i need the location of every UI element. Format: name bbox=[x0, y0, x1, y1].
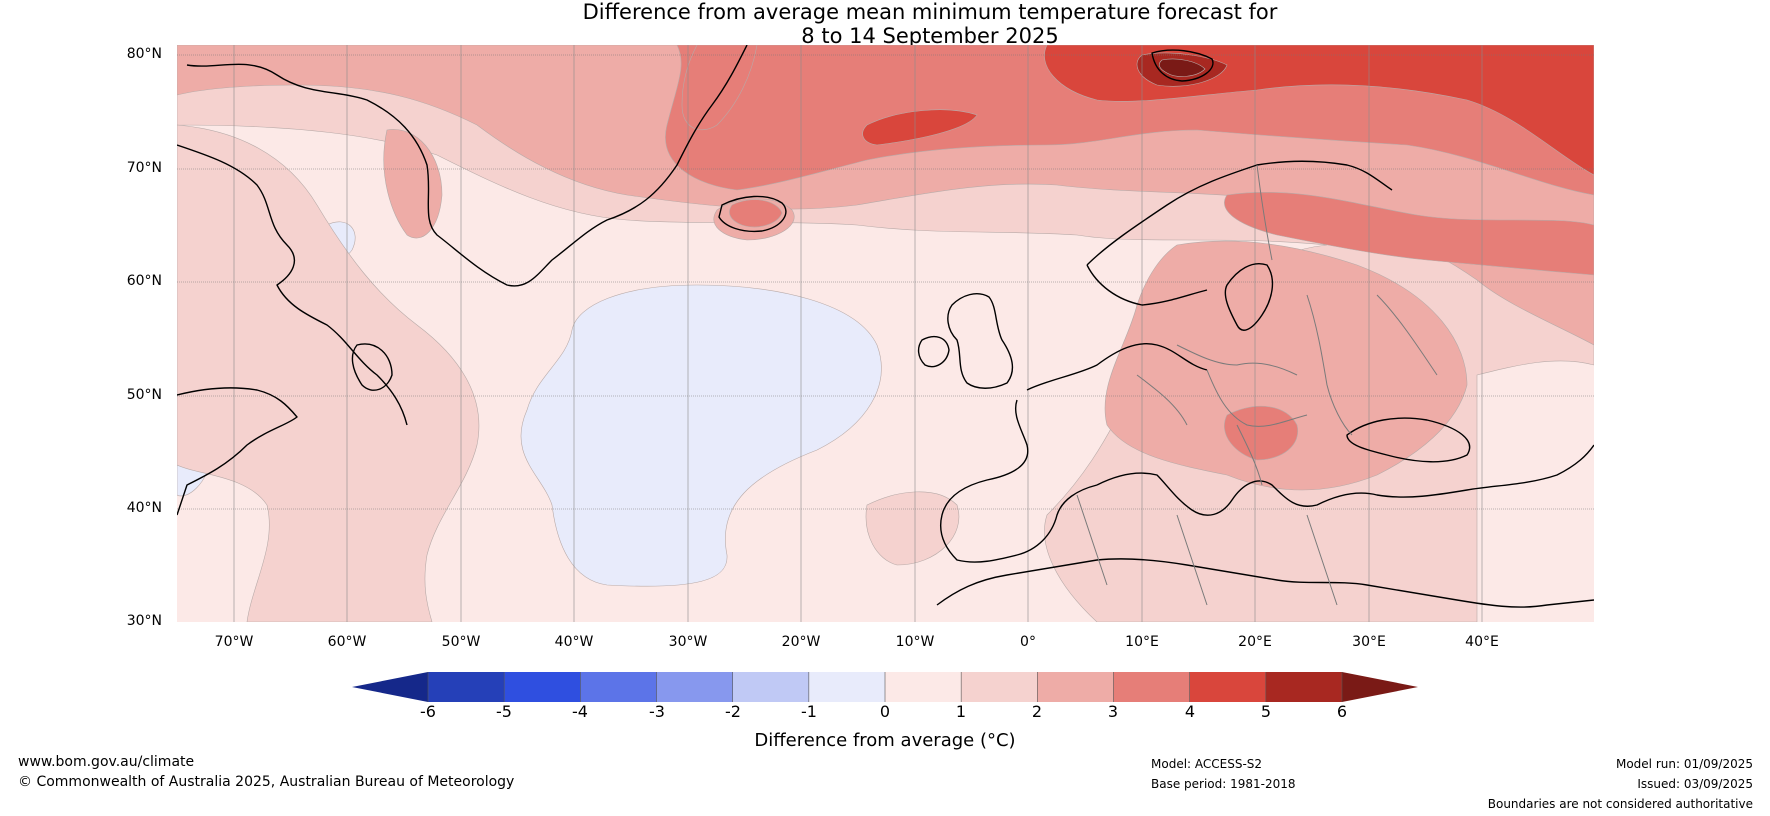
coastline-iceland bbox=[718, 195, 787, 233]
anomaly-2-3-baffin bbox=[383, 129, 443, 239]
colorbar-bin bbox=[1265, 672, 1343, 702]
colorbar-bin bbox=[1189, 672, 1267, 702]
colorbar-tick: -6 bbox=[420, 702, 436, 721]
anomaly-6-plus-svalbard bbox=[1158, 58, 1206, 77]
lon-label-40w: 40°W bbox=[554, 634, 594, 650]
colorbar-bin bbox=[580, 672, 657, 702]
coastline-newfoundland bbox=[351, 343, 393, 391]
anomaly-3-4-balkans bbox=[1224, 405, 1299, 461]
coastline-mediterranean bbox=[1096, 444, 1594, 516]
colorbar-extend-low bbox=[352, 672, 428, 702]
colorbar bbox=[352, 672, 1418, 702]
colorbar-tick: 4 bbox=[1184, 702, 1196, 721]
colorbar-bin bbox=[428, 672, 505, 702]
colorbar-bin bbox=[504, 672, 581, 702]
colorbar-tick: -3 bbox=[649, 702, 665, 721]
footer-website: www.bom.gov.au/climate bbox=[18, 754, 195, 770]
colorbar-bin bbox=[1037, 672, 1114, 702]
lon-label-20e: 20°E bbox=[1238, 634, 1272, 650]
lat-label-40n: 40°N bbox=[126, 500, 162, 516]
title-line-2: 8 to 14 September 2025 bbox=[801, 24, 1059, 48]
anomaly-3-4-scandinavia bbox=[1224, 192, 1594, 276]
anomaly-2-3-europe bbox=[1104, 240, 1468, 491]
colorbar-tick: 6 bbox=[1336, 702, 1348, 721]
lat-label-30n: 30°N bbox=[126, 613, 162, 629]
anomaly-map bbox=[177, 45, 1594, 622]
anomaly-3-4-greenland-east bbox=[681, 45, 758, 130]
anomaly-neg-north-atlantic bbox=[520, 284, 882, 587]
lon-label-40e: 40°E bbox=[1465, 634, 1499, 650]
coastline-baltic bbox=[1224, 263, 1274, 331]
lat-label-80n: 80°N bbox=[126, 46, 162, 62]
colorbar-tick: -1 bbox=[801, 702, 817, 721]
anomaly-3-4-iceland bbox=[729, 199, 783, 228]
lon-label-60w: 60°W bbox=[327, 634, 367, 650]
colorbar-bin bbox=[885, 672, 962, 702]
lon-label-0: 0° bbox=[1020, 634, 1036, 650]
coastline-western-europe bbox=[940, 343, 1208, 563]
colorbar-bin bbox=[732, 672, 810, 702]
anomaly-4-5-greenland-sea bbox=[862, 109, 978, 146]
colorbar-tick: 2 bbox=[1031, 702, 1043, 721]
coastline-north-africa bbox=[936, 558, 1594, 608]
coastline-svalbard bbox=[1151, 49, 1214, 82]
footer-model-run: Model run: 01/09/2025 bbox=[1615, 757, 1753, 771]
footer-base-period: Base period: 1981-2018 bbox=[1151, 777, 1296, 791]
colorbar-tick: 5 bbox=[1260, 702, 1272, 721]
coastline-uk-ireland bbox=[917, 293, 1014, 389]
coastline-greenland bbox=[186, 45, 748, 287]
coastline-canada-east bbox=[177, 387, 298, 516]
anomaly-1-2-iberia bbox=[865, 491, 960, 566]
footer-issued: Issued: 03/09/2025 bbox=[1637, 777, 1753, 791]
footer-disclaimer: Boundaries are not considered authoritat… bbox=[1487, 797, 1753, 811]
coastline-baffin-labrador bbox=[177, 144, 408, 426]
lat-label-50n: 50°N bbox=[126, 387, 162, 403]
lon-label-70w: 70°W bbox=[214, 634, 254, 650]
anomaly-1-2-canada bbox=[177, 124, 480, 622]
title-line-1: Difference from average mean minimum tem… bbox=[582, 0, 1278, 24]
coastline-black-sea bbox=[1346, 417, 1471, 463]
country-borders bbox=[1076, 164, 1438, 606]
lon-label-20w: 20°W bbox=[781, 634, 821, 650]
lon-label-50w: 50°W bbox=[441, 634, 481, 650]
footer-model: Model: ACCESS-S2 bbox=[1151, 757, 1263, 771]
coastline-norway bbox=[1086, 160, 1393, 306]
colorbar-tick: 3 bbox=[1107, 702, 1119, 721]
colorbar-extend-high bbox=[1342, 672, 1418, 702]
lon-label-30e: 30°E bbox=[1352, 634, 1386, 650]
colorbar-tick: 0 bbox=[879, 702, 891, 721]
colorbar-bin bbox=[808, 672, 886, 702]
footer-copyright: © Commonwealth of Australia 2025, Austra… bbox=[18, 774, 515, 790]
colorbar-bin bbox=[656, 672, 734, 702]
lat-label-70n: 70°N bbox=[126, 160, 162, 176]
chart-title: Difference from average mean minimum tem… bbox=[0, 0, 1770, 48]
lon-label-10w: 10°W bbox=[895, 634, 935, 650]
lon-label-30w: 30°W bbox=[668, 634, 708, 650]
colorbar-label: Difference from average (°C) bbox=[754, 730, 1016, 751]
colorbar-tick: -2 bbox=[725, 702, 741, 721]
colorbar-tick: -4 bbox=[572, 702, 588, 721]
lat-label-60n: 60°N bbox=[126, 273, 162, 289]
colorbar-bin bbox=[961, 672, 1038, 702]
lon-label-10e: 10°E bbox=[1125, 634, 1159, 650]
colorbar-bin bbox=[1113, 672, 1191, 702]
colorbar-tick: -5 bbox=[496, 702, 512, 721]
colorbar-tick: 1 bbox=[955, 702, 967, 721]
